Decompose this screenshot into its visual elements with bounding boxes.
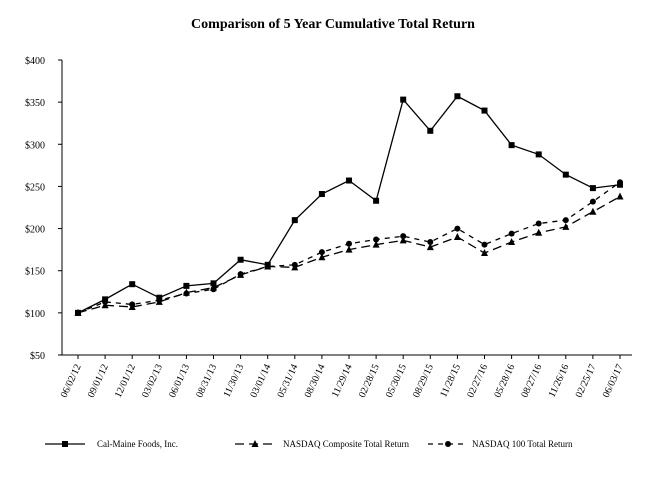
data-point-circle bbox=[454, 225, 461, 232]
x-tick-label: 11/28/15 bbox=[438, 363, 463, 400]
data-point-square bbox=[535, 151, 542, 158]
y-tick-label: $200 bbox=[25, 225, 45, 236]
data-point-square bbox=[346, 177, 352, 184]
x-tick-label: 08/30/14 bbox=[303, 363, 328, 400]
x-tick-label: 02/28/15 bbox=[357, 363, 382, 400]
x-tick-label: 05/30/15 bbox=[384, 363, 409, 400]
y-tick-label: $250 bbox=[25, 182, 45, 193]
data-point-square bbox=[562, 171, 569, 178]
data-point-circle bbox=[535, 220, 542, 227]
x-tick-label: 03/02/13 bbox=[140, 363, 165, 400]
x-tick-label: 06/03/17 bbox=[601, 363, 626, 400]
data-point-square bbox=[427, 127, 434, 134]
data-point-square bbox=[508, 142, 515, 149]
x-tick-label: 12/01/12 bbox=[113, 363, 138, 400]
data-point-circle bbox=[508, 230, 515, 237]
legend-label: NASDAQ Composite Total Return bbox=[283, 439, 409, 449]
series-2 bbox=[75, 179, 623, 316]
data-point-circle bbox=[129, 301, 136, 308]
data-point-triangle bbox=[616, 192, 624, 200]
data-point-square bbox=[129, 281, 136, 288]
legend-item: NASDAQ 100 Total Return bbox=[428, 439, 573, 449]
data-point-circle bbox=[427, 239, 434, 246]
data-point-circle bbox=[445, 441, 451, 447]
data-point-circle bbox=[183, 290, 190, 297]
data-point-triangle bbox=[453, 233, 461, 240]
data-point-circle bbox=[102, 298, 109, 305]
y-tick-label: $100 bbox=[25, 309, 45, 320]
y-tick-label: $150 bbox=[25, 267, 45, 278]
x-tick-label: 09/01/12 bbox=[86, 363, 111, 400]
data-point-triangle bbox=[481, 249, 488, 257]
x-tick-label: 08/27/16 bbox=[519, 363, 544, 400]
x-tick-label: 11/30/13 bbox=[221, 363, 246, 400]
data-point-square bbox=[373, 197, 380, 204]
data-point-triangle bbox=[426, 243, 434, 251]
data-point-square bbox=[481, 107, 488, 114]
data-point-circle bbox=[237, 271, 244, 278]
data-point-square bbox=[318, 191, 325, 198]
legend-item: NASDAQ Composite Total Return bbox=[235, 439, 409, 449]
data-point-triangle bbox=[399, 236, 407, 244]
data-point-square bbox=[589, 185, 596, 192]
x-tick-label: 06/02/12 bbox=[59, 363, 84, 400]
chart-title: Comparison of 5 Year Cumulative Total Re… bbox=[191, 17, 475, 32]
y-tick-label: $400 bbox=[25, 56, 45, 67]
data-point-circle bbox=[346, 240, 352, 247]
x-tick-label: 05/28/16 bbox=[492, 363, 517, 400]
x-tick-label: 05/31/14 bbox=[276, 363, 301, 400]
data-point-circle bbox=[291, 261, 298, 268]
legend-label: Cal-Maine Foods, Inc. bbox=[97, 439, 178, 449]
data-point-triangle bbox=[251, 440, 259, 447]
data-point-circle bbox=[75, 309, 81, 316]
data-point-circle bbox=[481, 241, 488, 248]
data-point-circle bbox=[400, 233, 407, 240]
data-point-circle bbox=[617, 179, 623, 186]
data-point-triangle bbox=[589, 207, 597, 215]
data-point-circle bbox=[156, 297, 163, 304]
data-point-square bbox=[210, 280, 217, 287]
data-point-triangle bbox=[562, 222, 570, 230]
x-tick-label: 11/29/14 bbox=[330, 363, 355, 400]
data-point-triangle bbox=[535, 228, 543, 236]
data-point-triangle bbox=[508, 238, 516, 246]
legend-label: NASDAQ 100 Total Return bbox=[472, 439, 573, 449]
data-point-circle bbox=[589, 198, 596, 205]
x-tick-label: 03/01/14 bbox=[248, 363, 273, 400]
data-point-triangle bbox=[318, 253, 326, 261]
data-point-triangle bbox=[345, 245, 353, 253]
data-point-circle bbox=[373, 236, 380, 243]
x-tick-label: 06/01/13 bbox=[167, 363, 192, 400]
series-0 bbox=[75, 93, 623, 316]
data-point-circle bbox=[264, 263, 271, 270]
data-point-square bbox=[183, 282, 190, 289]
x-tick-label: 08/29/15 bbox=[411, 363, 436, 400]
legend-item: Cal-Maine Foods, Inc. bbox=[45, 439, 178, 449]
data-point-triangle bbox=[372, 240, 380, 248]
data-point-circle bbox=[210, 286, 217, 293]
data-point-square bbox=[291, 217, 298, 224]
series-line bbox=[77, 95, 621, 314]
data-point-circle bbox=[318, 249, 325, 256]
data-point-square bbox=[62, 441, 68, 447]
data-point-square bbox=[237, 256, 244, 263]
x-tick-label: 02/25/17 bbox=[574, 363, 599, 400]
y-tick-label: $300 bbox=[25, 140, 45, 151]
data-point-circle bbox=[562, 217, 569, 224]
y-tick-label: $50 bbox=[30, 351, 45, 362]
x-tick-label: 02/27/16 bbox=[465, 363, 490, 400]
data-point-square bbox=[400, 96, 407, 103]
data-point-square bbox=[454, 93, 461, 100]
x-tick-label: 08/31/13 bbox=[194, 363, 219, 400]
y-tick-label: $350 bbox=[25, 98, 45, 109]
x-tick-label: 11/26/16 bbox=[547, 363, 572, 400]
